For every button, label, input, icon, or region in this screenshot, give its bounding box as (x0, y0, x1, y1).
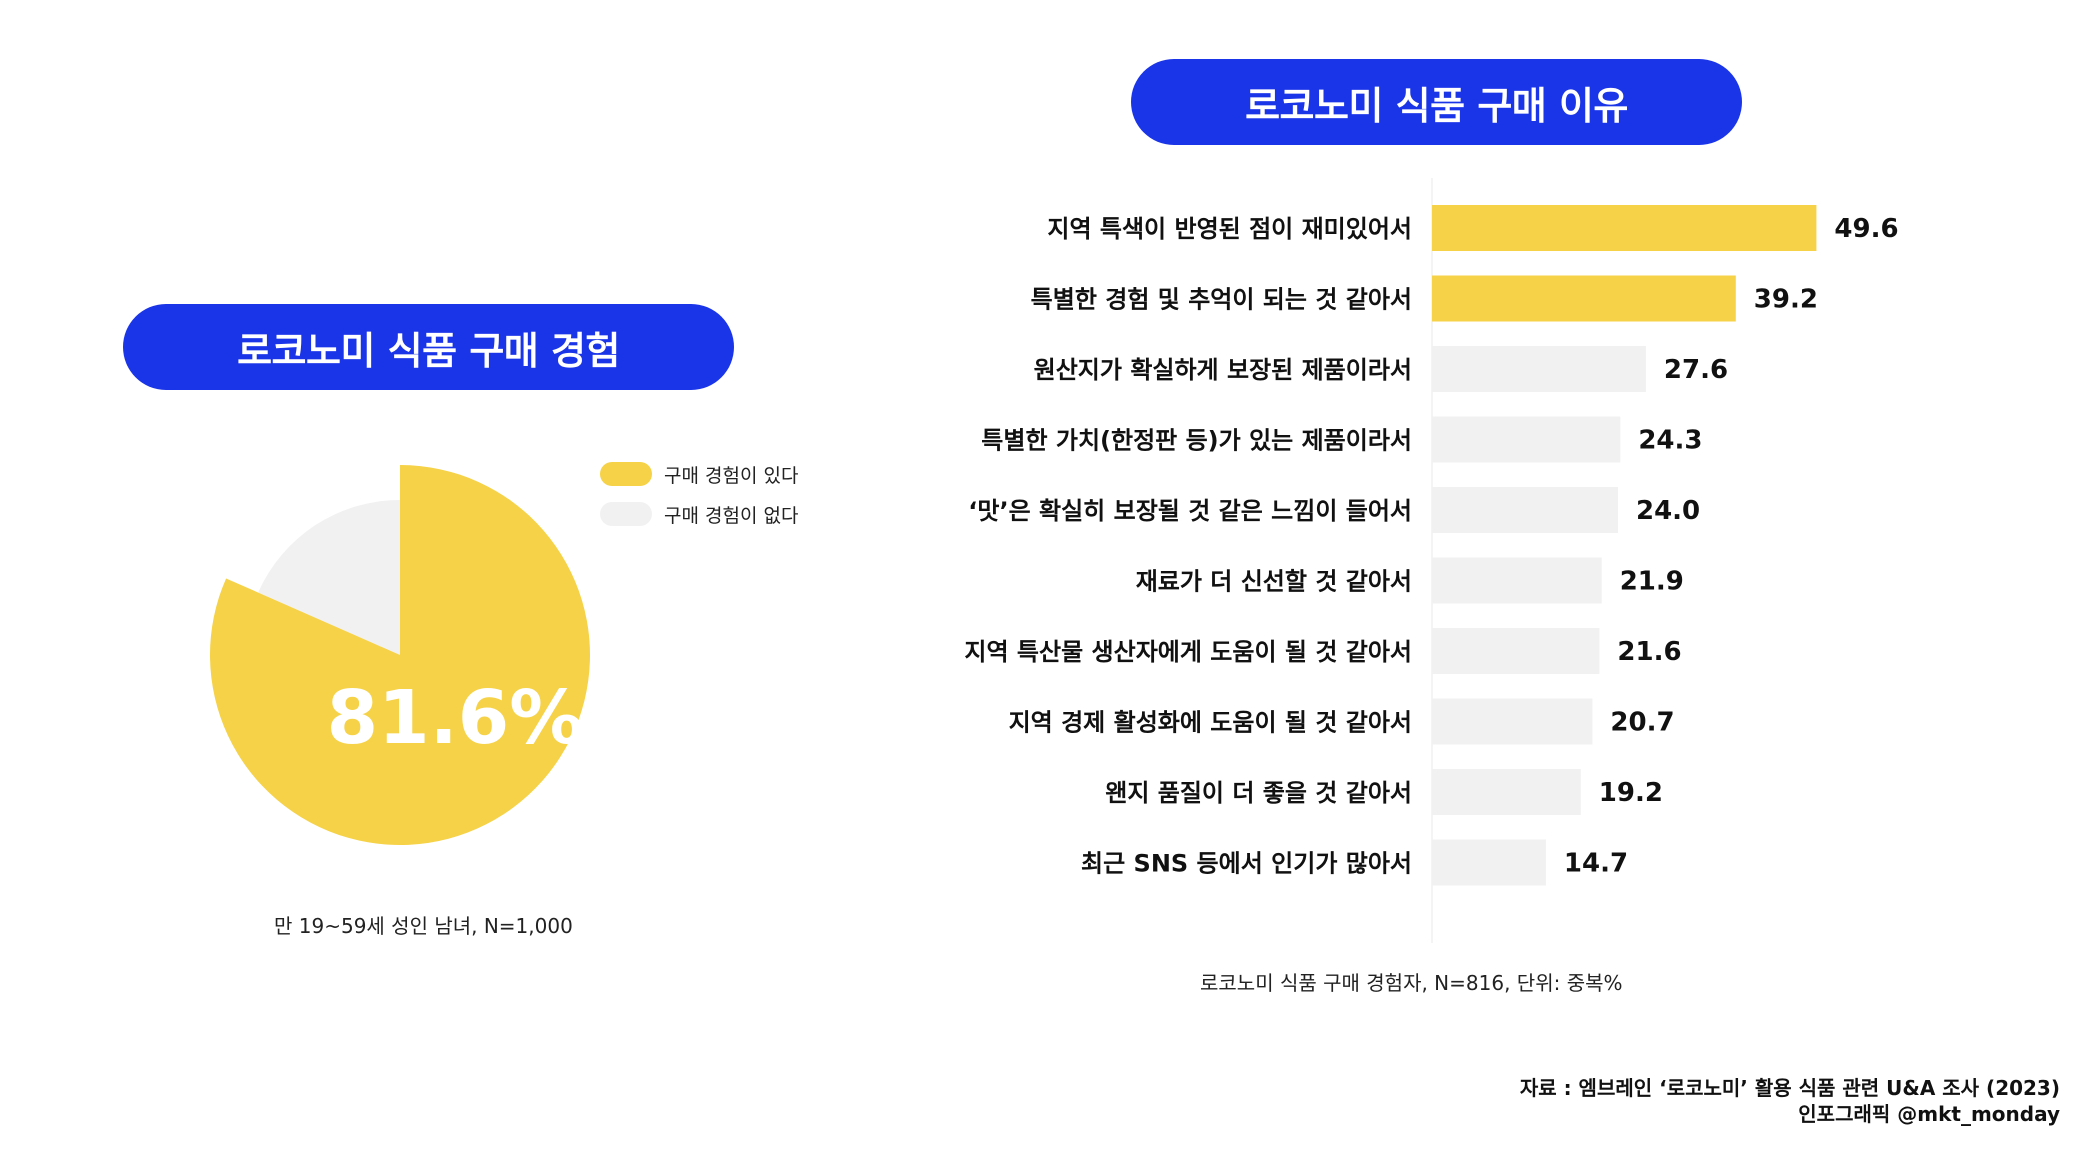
pie-slice-no (258, 500, 400, 655)
bar-5 (1432, 487, 1618, 533)
bar-6 (1432, 557, 1602, 604)
bar-category-label-8: 지역 경제 활성화에 도움이 될 것 같아서 (1009, 709, 1412, 737)
legend-label-no: 구매 경험이 없다 (664, 504, 799, 527)
bar-category-label-3: 원산지가 확실하게 보장된 제품이라서 (1034, 356, 1412, 384)
bar-category-label-1: 지역 특색이 반영된 점이 재미있어서 (1047, 215, 1412, 243)
bar-value-label-9: 19.2 (1599, 778, 1663, 808)
legend-label-yes: 구매 경험이 있다 (664, 464, 799, 487)
pie-legend: 구매 경험이 있다 구매 경험이 없다 (600, 454, 798, 534)
bar-value-label-2: 39.2 (1754, 285, 1818, 315)
legend-item-yes: 구매 경험이 있다 (600, 454, 798, 494)
right-sample-note: 로코노미 식품 구매 경험자, N=816, 단위: 중복% (1200, 971, 1623, 995)
left-chart-title: 로코노미 식품 구매 경험 (123, 304, 734, 390)
bar-value-label-10: 14.7 (1564, 849, 1628, 879)
pie-center-label: 81.6% (327, 675, 584, 761)
bar-value-label-4: 24.3 (1638, 426, 1702, 456)
bar-value-label-1: 49.6 (1834, 214, 1898, 244)
bar-category-label-10: 최근 SNS 등에서 인기가 많아서 (1081, 850, 1412, 878)
bar-value-label-7: 21.6 (1617, 637, 1681, 667)
bar-value-label-8: 20.7 (1610, 708, 1674, 738)
legend-item-no: 구매 경험이 없다 (600, 494, 798, 534)
pie-slice-yes (210, 465, 590, 845)
right-chart-title: 로코노미 식품 구매 이유 (1131, 59, 1742, 145)
bar-chart: 지역 특색이 반영된 점이 재미있어서 49.6 특별한 경험 및 추억이 되는 것… (964, 178, 1899, 943)
source-text: 자료 : 엠브레인 ‘로코노미’ 활용 식품 관련 U&A 조사 (2023) (1519, 1076, 2060, 1100)
bar-category-label-4: 특별한 가치(한정판 등)가 있는 제품이라서 (981, 427, 1412, 455)
legend-swatch-no (600, 502, 652, 526)
bar-category-label-5: ‘맛’은 확실히 보장될 것 같은 느낌이 들어서 (968, 497, 1412, 525)
bar-1 (1432, 205, 1817, 251)
bar-7 (1432, 628, 1600, 674)
bar-9 (1432, 769, 1581, 815)
bar-category-label-2: 특별한 경험 및 추억이 되는 것 같아서 (1031, 286, 1412, 314)
bar-10 (1432, 839, 1546, 886)
bar-category-label-9: 왠지 품질이 더 좋을 것 같아서 (1105, 779, 1412, 807)
bar-value-label-5: 24.0 (1636, 496, 1700, 526)
credit-text: 인포그래픽 @mkt_monday (1798, 1102, 2060, 1126)
bar-value-label-6: 21.9 (1620, 567, 1684, 597)
bar-2 (1432, 275, 1736, 322)
bar-4 (1432, 416, 1621, 463)
bar-category-label-6: 재료가 더 신선할 것 같아서 (1136, 568, 1412, 596)
bar-8 (1432, 698, 1593, 745)
bar-3 (1432, 346, 1646, 392)
bar-category-label-7: 지역 특산물 생산자에게 도움이 될 것 같아서 (964, 638, 1412, 666)
bar-value-label-3: 27.6 (1664, 355, 1728, 385)
pie-chart: 81.6% (210, 465, 590, 845)
legend-swatch-yes (600, 462, 652, 486)
left-sample-note: 만 19~59세 성인 남녀, N=1,000 (274, 914, 573, 938)
